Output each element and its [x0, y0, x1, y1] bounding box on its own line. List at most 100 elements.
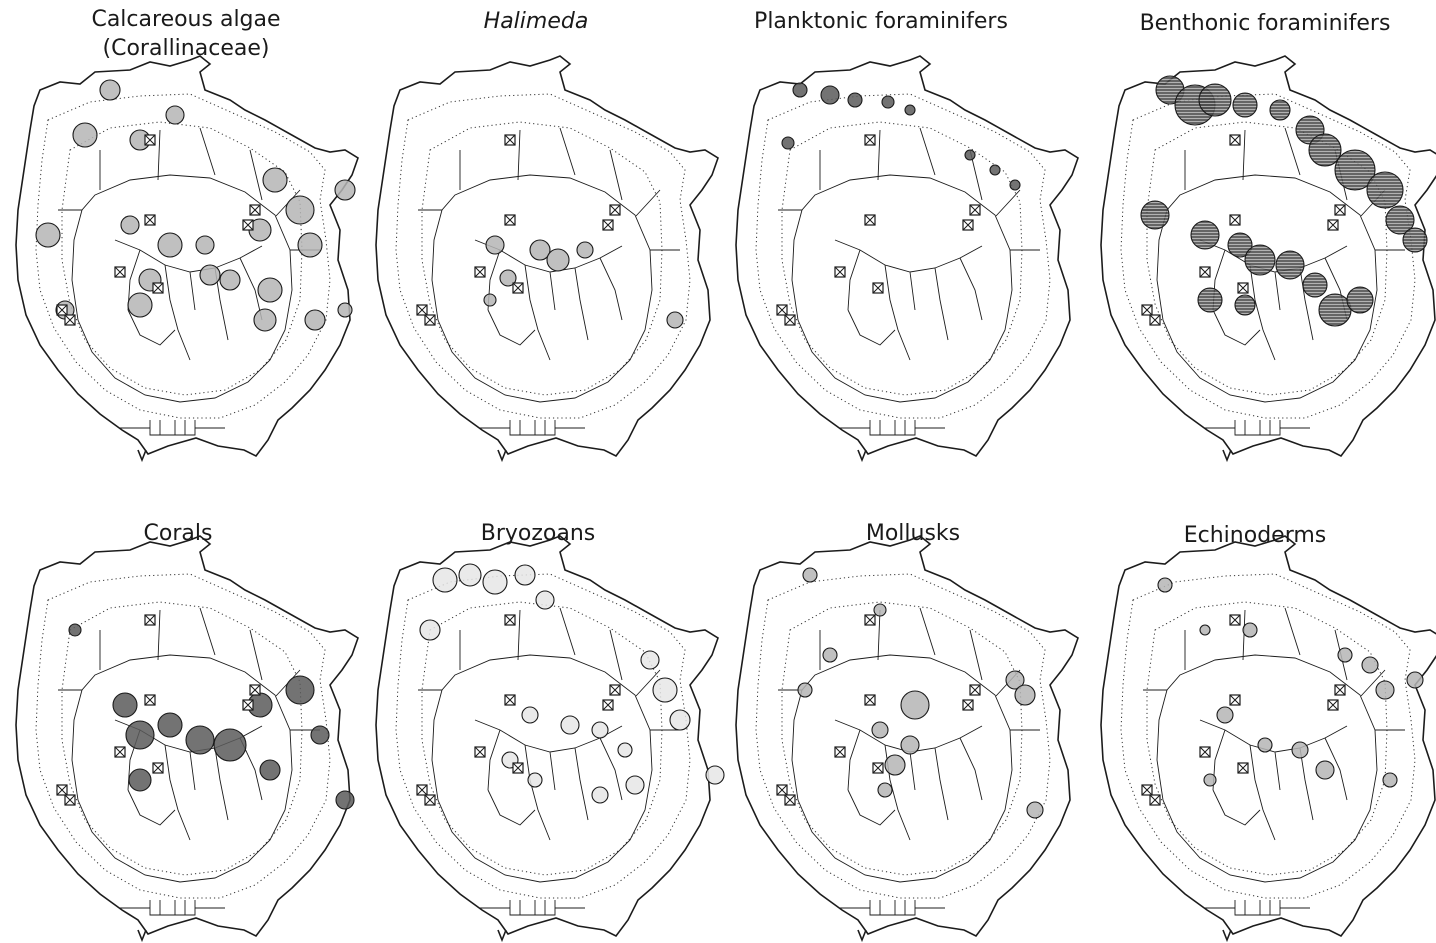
- abundance-circle: [1009, 179, 1021, 191]
- abundance-circle: [483, 293, 497, 307]
- abundance-circle: [1402, 227, 1428, 253]
- abundance-circle: [884, 754, 906, 776]
- abundance-circle: [485, 235, 505, 255]
- sample-station-marker: [1327, 219, 1339, 231]
- abundance-circle: [285, 675, 315, 705]
- sample-station-marker: [64, 794, 76, 806]
- sample-station-marker: [872, 282, 884, 294]
- sample-station-marker: [1149, 314, 1161, 326]
- island-map-calcareous-algae: [15, 55, 359, 461]
- sample-station-marker: [504, 134, 516, 146]
- sample-station-marker: [602, 699, 614, 711]
- sample-station-marker: [864, 214, 876, 226]
- abundance-circle: [652, 677, 678, 703]
- abundance-circle: [157, 712, 183, 738]
- abundance-circle: [1026, 801, 1044, 819]
- abundance-circle: [1232, 92, 1258, 118]
- sample-station-marker: [1237, 762, 1249, 774]
- abundance-circle: [68, 623, 82, 637]
- sample-station-marker: [1237, 282, 1249, 294]
- abundance-circle: [617, 742, 633, 758]
- sample-station-marker: [1334, 204, 1346, 216]
- abundance-circle: [847, 92, 863, 108]
- abundance-circle: [1014, 684, 1036, 706]
- sample-station-marker: [872, 762, 884, 774]
- sample-station-marker: [834, 746, 846, 758]
- sample-station-marker: [152, 282, 164, 294]
- abundance-circle: [334, 179, 356, 201]
- abundance-circle: [1197, 287, 1223, 313]
- abundance-circle: [1318, 293, 1352, 327]
- sample-station-marker: [784, 314, 796, 326]
- sample-station-marker: [1327, 699, 1339, 711]
- sample-station-marker: [512, 282, 524, 294]
- abundance-circle: [199, 264, 221, 286]
- abundance-circle: [781, 136, 795, 150]
- abundance-circle: [1385, 205, 1415, 235]
- sample-station-marker: [1149, 794, 1161, 806]
- abundance-circle: [185, 725, 215, 755]
- abundance-circle: [877, 782, 893, 798]
- sample-station-marker: [474, 266, 486, 278]
- abundance-circle: [1269, 99, 1291, 121]
- abundance-circle: [165, 105, 185, 125]
- sample-station-marker: [144, 134, 156, 146]
- abundance-circle: [253, 308, 277, 332]
- sample-station-marker: [242, 699, 254, 711]
- abundance-circle: [591, 721, 609, 739]
- sample-station-marker: [504, 694, 516, 706]
- panel-benthonic-foraminifers: Benthonic foraminifers: [1140, 11, 1391, 36]
- panel-title: Corals: [144, 521, 213, 546]
- panel-halimeda: Halimeda: [484, 9, 589, 34]
- abundance-circle: [219, 269, 241, 291]
- sample-station-marker: [144, 694, 156, 706]
- abundance-circle: [1157, 577, 1173, 593]
- abundance-circle: [1190, 220, 1220, 250]
- abundance-circle: [871, 721, 889, 739]
- sample-station-marker: [416, 304, 428, 316]
- sample-station-marker: [504, 214, 516, 226]
- abundance-circle: [546, 248, 570, 272]
- sample-station-marker: [864, 614, 876, 626]
- sample-station-marker: [776, 304, 788, 316]
- abundance-circle: [1346, 286, 1374, 314]
- abundance-circle: [1198, 83, 1232, 117]
- abundance-circle: [1275, 250, 1305, 280]
- sample-station-marker: [962, 699, 974, 711]
- sample-station-marker: [504, 614, 516, 626]
- abundance-circle: [335, 790, 355, 810]
- abundance-circle: [1244, 244, 1276, 276]
- sample-station-marker: [512, 762, 524, 774]
- panel-title: Halimeda: [484, 9, 589, 34]
- abundance-markers: [35, 75, 1428, 819]
- sample-station-marker: [1141, 304, 1153, 316]
- sample-station-marker: [249, 684, 261, 696]
- abundance-circle: [1361, 656, 1379, 674]
- abundance-circle: [1406, 671, 1424, 689]
- abundance-circle: [1216, 706, 1234, 724]
- abundance-circle: [521, 706, 539, 724]
- abundance-circle: [797, 682, 813, 698]
- abundance-circle: [259, 759, 281, 781]
- abundance-circle: [560, 715, 580, 735]
- abundance-circle: [1334, 149, 1376, 191]
- panel-mollusks: Mollusks: [866, 521, 960, 546]
- abundance-circle: [989, 164, 1001, 176]
- island-map-planktonic-foraminifers: [735, 55, 1079, 461]
- abundance-circle: [1005, 670, 1025, 690]
- abundance-circle: [310, 725, 330, 745]
- abundance-circle: [792, 82, 808, 98]
- panel-title: Calcareous algae: [91, 7, 280, 32]
- abundance-circle: [337, 302, 353, 318]
- panel-corals: Corals: [144, 521, 213, 546]
- abundance-circle: [529, 239, 551, 261]
- sample-station-marker: [416, 784, 428, 796]
- panel-title: Benthonic foraminifers: [1140, 11, 1391, 36]
- abundance-circle: [262, 167, 288, 193]
- sample-station-marker: [609, 684, 621, 696]
- sample-station-marker: [864, 134, 876, 146]
- abundance-circle: [257, 277, 283, 303]
- sample-station-marker: [784, 794, 796, 806]
- panel-echinoderms: Echinoderms: [1184, 523, 1327, 548]
- abundance-circle: [1140, 200, 1170, 230]
